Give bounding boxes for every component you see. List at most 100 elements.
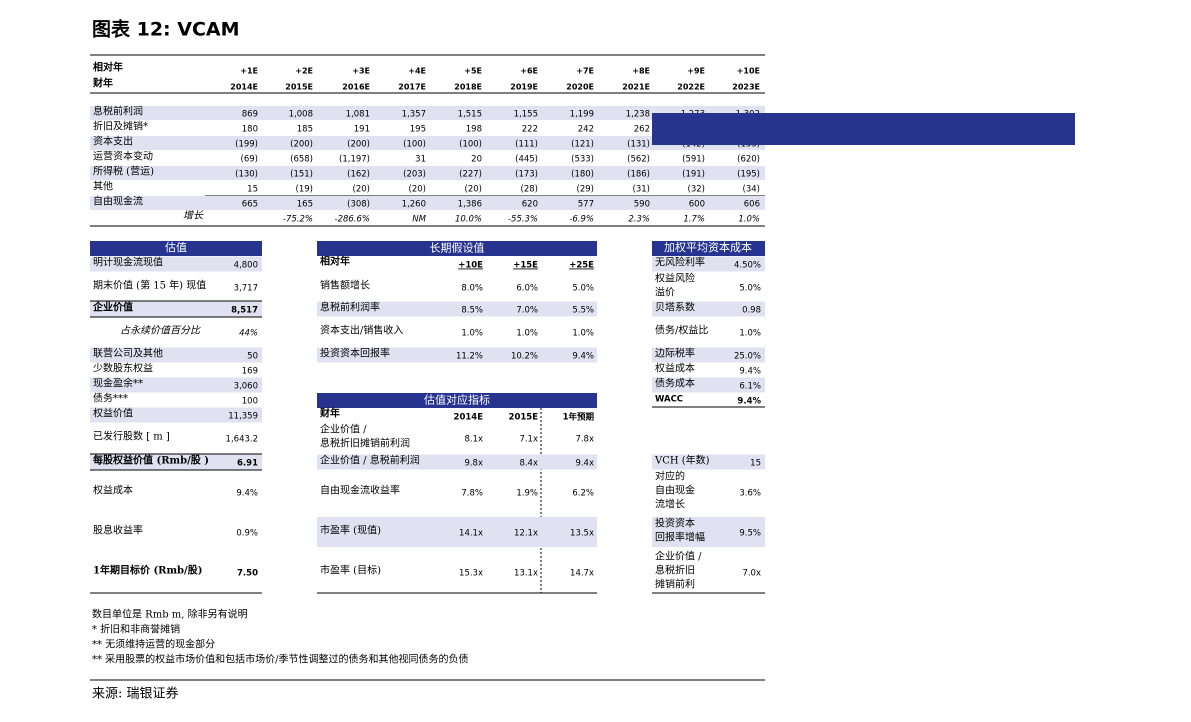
- cell: 6.1%: [739, 382, 761, 392]
- cell: 600: [689, 200, 705, 210]
- row-label: 资本支出: [93, 135, 133, 148]
- cell: -286.6%: [335, 215, 370, 225]
- cell: (533): [571, 155, 594, 165]
- cell: 20: [471, 155, 482, 165]
- row-label: 1年期目标价 (Rmb/股): [93, 564, 202, 577]
- row-label: 运营资本变动: [93, 150, 153, 163]
- cell: (19): [296, 185, 313, 195]
- cell: 8.5%: [461, 306, 483, 316]
- cell: (227): [459, 170, 482, 180]
- cell: 9.4x: [575, 459, 594, 469]
- header-cell: +9E: [687, 67, 705, 76]
- row-label: VCH (年数): [654, 454, 710, 467]
- cell: 31: [415, 155, 426, 165]
- row-label: 权益成本: [93, 484, 133, 497]
- row-label: 占永续价值百分比: [120, 325, 201, 337]
- cell: 10.2%: [511, 352, 538, 362]
- cell: (121): [571, 140, 594, 150]
- row-label: 自由现金流收益率: [320, 484, 400, 497]
- header-cell: 2014E: [230, 83, 258, 92]
- cell: 577: [578, 200, 594, 210]
- row-label: 无风险利率: [655, 256, 705, 269]
- row-label: 所得税 (营运): [93, 165, 154, 178]
- cell: 13.1x: [514, 569, 538, 579]
- row-shade: [90, 106, 765, 120]
- cell: 5.0%: [572, 284, 594, 294]
- cell: 262: [634, 125, 650, 135]
- cell: 3,060: [234, 382, 258, 392]
- row-label: 息税前利润: [93, 105, 143, 118]
- header-label: 财年: [319, 407, 340, 420]
- cell: 0.98: [742, 306, 761, 316]
- header-cell: 2021E: [622, 83, 650, 92]
- header-cell: 2017E: [398, 83, 426, 92]
- section-title: 期末假设值: [678, 431, 738, 446]
- row-label: 投资资本回报率: [320, 347, 390, 360]
- row-label: 增长: [183, 210, 204, 222]
- row-label: 权益风险: [655, 272, 695, 285]
- row-label: 息税折旧摊销前利润: [320, 437, 410, 450]
- row-shade: [317, 347, 597, 363]
- cell: 15: [247, 185, 258, 195]
- cell: 169: [242, 367, 258, 377]
- cell: 8.0%: [461, 284, 483, 294]
- row-label: 边际税率: [655, 347, 695, 360]
- cell: (162): [347, 170, 370, 180]
- section-title: 估值对应指标: [424, 393, 490, 407]
- row-shade: [90, 407, 262, 423]
- row-label: 已发行股数 [ m ]: [93, 430, 170, 443]
- row-label: 股息收益率: [93, 524, 143, 537]
- header-cell: +7E: [576, 67, 594, 76]
- cell: (203): [403, 170, 426, 180]
- header-cell: 1年预期: [563, 412, 595, 423]
- cell: 9.4%: [737, 397, 761, 407]
- cell: (173): [515, 170, 538, 180]
- cell: 6.0%: [516, 284, 538, 294]
- cell: -75.2%: [283, 215, 313, 225]
- header-cell: +4E: [408, 67, 426, 76]
- section-title: 加权平均资本成本: [664, 240, 752, 254]
- cell: 195: [410, 125, 426, 135]
- cell: (1,197): [339, 155, 370, 165]
- row-shade: [652, 347, 765, 363]
- row-label: 企业价值 /: [320, 423, 367, 436]
- row-label: 市盈率 (现值): [320, 524, 381, 537]
- cell: 7.50: [237, 569, 258, 579]
- cell: (131): [627, 140, 650, 150]
- row-label: 对应的: [655, 470, 685, 483]
- row-shade: [652, 301, 765, 317]
- cell: 9.5%: [739, 529, 761, 539]
- cell: 5.5%: [572, 306, 594, 316]
- row-label: 权益成本: [655, 362, 695, 375]
- cell: 6.2%: [572, 489, 594, 499]
- cell: 1.7%: [683, 215, 705, 225]
- cell: 7.8x: [575, 435, 594, 445]
- header-cell: +15E: [513, 261, 538, 271]
- cell: 14.1x: [459, 529, 483, 539]
- cell: 5.0%: [739, 284, 761, 294]
- section-header: [317, 393, 597, 408]
- row-label: 企业价值: [92, 301, 133, 314]
- cell: (29): [577, 185, 594, 195]
- cell: 180: [242, 125, 258, 135]
- row-label: 其他: [93, 180, 113, 193]
- cell: 1,008: [289, 110, 313, 120]
- cell: (34): [743, 185, 760, 195]
- section-title: 估值: [165, 241, 187, 254]
- header-cell: 2015E: [285, 83, 313, 92]
- cell: (151): [290, 170, 313, 180]
- note: ** 无须维持运营的现金部分: [92, 638, 215, 651]
- cell: 1,238: [626, 110, 650, 120]
- row-shade: [90, 166, 765, 180]
- cell: 9.4%: [739, 367, 761, 377]
- section-header: [652, 113, 1075, 145]
- row-shade: [317, 301, 597, 317]
- row-label: 债务/权益比: [655, 324, 708, 337]
- note: ** 采用股票的权益市场价值和包括市场价/季节性调整过的债务和其他视同债务的负债: [92, 653, 469, 666]
- cell: 44%: [239, 329, 258, 339]
- cell: 4,800: [234, 261, 258, 271]
- header-cell: +5E: [464, 67, 482, 76]
- cell: 1,357: [402, 110, 426, 120]
- row-label: 资本支出/销售收入: [320, 324, 403, 337]
- cell: 1.0%: [461, 329, 483, 339]
